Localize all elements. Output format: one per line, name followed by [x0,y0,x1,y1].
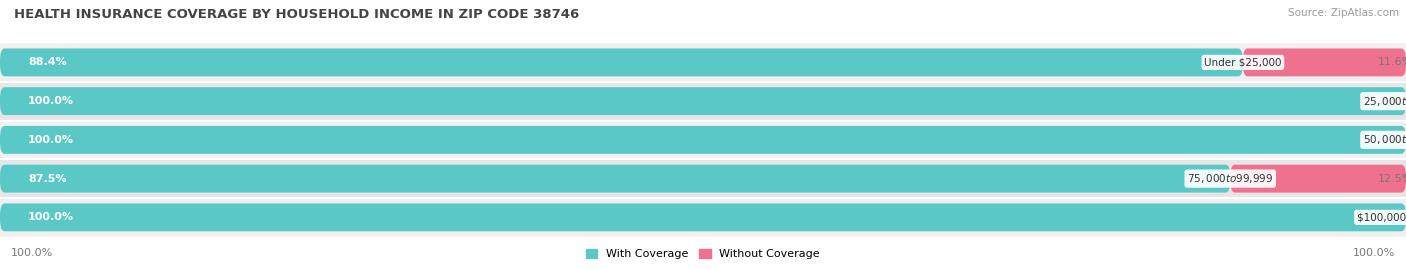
FancyBboxPatch shape [0,48,1243,76]
Text: 100.0%: 100.0% [11,248,53,258]
Text: $50,000 to $74,999: $50,000 to $74,999 [1362,133,1406,146]
FancyBboxPatch shape [0,126,1406,154]
FancyBboxPatch shape [0,203,1406,231]
Text: 100.0%: 100.0% [28,212,75,222]
Text: $25,000 to $49,999: $25,000 to $49,999 [1362,95,1406,108]
Legend: With Coverage, Without Coverage: With Coverage, Without Coverage [582,244,824,263]
FancyBboxPatch shape [0,43,1406,82]
Text: $75,000 to $99,999: $75,000 to $99,999 [1187,172,1274,185]
Text: 100.0%: 100.0% [28,96,75,106]
FancyBboxPatch shape [0,121,1406,159]
Text: 87.5%: 87.5% [28,174,66,184]
Text: 12.5%: 12.5% [1378,174,1406,184]
Text: 0.0%: 0.0% [1378,212,1406,222]
FancyBboxPatch shape [0,159,1406,198]
Text: 0.0%: 0.0% [1378,96,1406,106]
Text: 100.0%: 100.0% [1353,248,1395,258]
Text: Source: ZipAtlas.com: Source: ZipAtlas.com [1288,8,1399,18]
Text: Under $25,000: Under $25,000 [1204,57,1282,68]
FancyBboxPatch shape [0,82,1406,121]
FancyBboxPatch shape [0,165,1230,193]
Text: 88.4%: 88.4% [28,57,67,68]
FancyBboxPatch shape [0,87,1406,115]
Text: 0.0%: 0.0% [1378,135,1406,145]
FancyBboxPatch shape [0,198,1406,237]
Text: $100,000 and over: $100,000 and over [1357,212,1406,222]
Text: 11.6%: 11.6% [1378,57,1406,68]
Text: HEALTH INSURANCE COVERAGE BY HOUSEHOLD INCOME IN ZIP CODE 38746: HEALTH INSURANCE COVERAGE BY HOUSEHOLD I… [14,8,579,21]
FancyBboxPatch shape [1243,48,1406,76]
Text: 100.0%: 100.0% [28,135,75,145]
FancyBboxPatch shape [1230,165,1406,193]
